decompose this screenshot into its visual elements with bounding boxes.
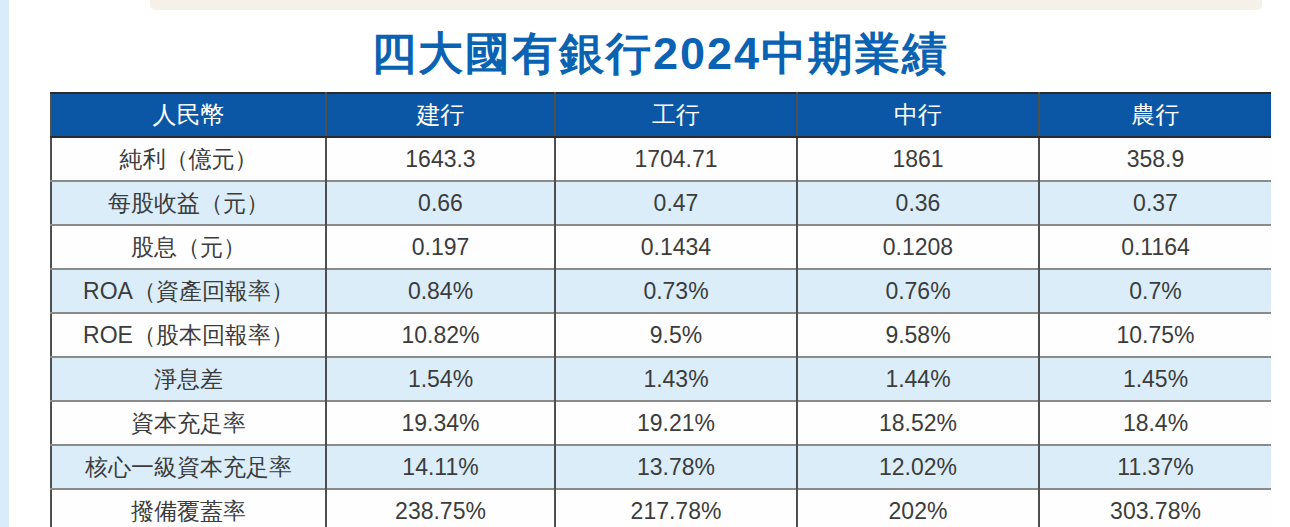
- value-cell: 0.73%: [555, 269, 797, 313]
- value-cell: 18.4%: [1039, 401, 1271, 445]
- row-label-cell: 資本充足率: [51, 401, 326, 445]
- value-cell: 0.1208: [797, 225, 1039, 269]
- table-row-car: 資本充足率 19.34% 19.21% 18.52% 18.4%: [51, 401, 1271, 445]
- value-cell: 0.37: [1039, 181, 1271, 225]
- value-cell: 1.44%: [797, 357, 1039, 401]
- row-label-cell: 每股收益（元）: [51, 181, 326, 225]
- row-label-cell: 純利（億元）: [51, 137, 326, 181]
- top-photo-edge-strip: [150, 0, 1262, 10]
- column-header-currency: 人民幣: [51, 93, 326, 137]
- row-label-cell: 股息（元）: [51, 225, 326, 269]
- value-cell: 217.78%: [555, 489, 797, 527]
- value-cell: 0.197: [326, 225, 555, 269]
- value-cell: 11.37%: [1039, 445, 1271, 489]
- row-label-cell: ROA（資產回報率）: [51, 269, 326, 313]
- value-cell: 1861: [797, 137, 1039, 181]
- value-cell: 18.52%: [797, 401, 1039, 445]
- value-cell: 0.66: [326, 181, 555, 225]
- value-cell: 202%: [797, 489, 1039, 527]
- value-cell: 14.11%: [326, 445, 555, 489]
- value-cell: 10.82%: [326, 313, 555, 357]
- table-header-row: 人民幣 建行 工行 中行 農行: [51, 93, 1271, 137]
- row-label-cell: ROE（股本回報率）: [51, 313, 326, 357]
- table-row-net-profit: 純利（億元） 1643.3 1704.71 1861 358.9: [51, 137, 1271, 181]
- column-header-ccb: 建行: [326, 93, 555, 137]
- value-cell: 0.36: [797, 181, 1039, 225]
- table-row-roa: ROA（資產回報率） 0.84% 0.73% 0.76% 0.7%: [51, 269, 1271, 313]
- value-cell: 0.47: [555, 181, 797, 225]
- value-cell: 0.84%: [326, 269, 555, 313]
- value-cell: 238.75%: [326, 489, 555, 527]
- table-row-dividend: 股息（元） 0.197 0.1434 0.1208 0.1164: [51, 225, 1271, 269]
- value-cell: 13.78%: [555, 445, 797, 489]
- column-header-boc: 中行: [797, 93, 1039, 137]
- row-label-cell: 核心一級資本充足率: [51, 445, 326, 489]
- value-cell: 358.9: [1039, 137, 1271, 181]
- value-cell: 9.58%: [797, 313, 1039, 357]
- column-header-icbc: 工行: [555, 93, 797, 137]
- left-edge-strip: [0, 0, 9, 527]
- value-cell: 12.02%: [797, 445, 1039, 489]
- value-cell: 303.78%: [1039, 489, 1271, 527]
- value-cell: 1704.71: [555, 137, 797, 181]
- value-cell: 1.45%: [1039, 357, 1271, 401]
- value-cell: 1.43%: [555, 357, 797, 401]
- table-row-provision-coverage: 撥備覆蓋率 238.75% 217.78% 202% 303.78%: [51, 489, 1271, 527]
- table-row-roe: ROE（股本回報率） 10.82% 9.5% 9.58% 10.75%: [51, 313, 1271, 357]
- table-row-cet1: 核心一級資本充足率 14.11% 13.78% 12.02% 11.37%: [51, 445, 1271, 489]
- value-cell: 1643.3: [326, 137, 555, 181]
- value-cell: 0.76%: [797, 269, 1039, 313]
- value-cell: 19.34%: [326, 401, 555, 445]
- value-cell: 0.1434: [555, 225, 797, 269]
- value-cell: 10.75%: [1039, 313, 1271, 357]
- value-cell: 9.5%: [555, 313, 797, 357]
- bank-results-table: 人民幣 建行 工行 中行 農行 純利（億元） 1643.3 1704.71 18…: [50, 92, 1271, 527]
- value-cell: 19.21%: [555, 401, 797, 445]
- row-label-cell: 撥備覆蓋率: [51, 489, 326, 527]
- page-title: 四大國有銀行2024中期業績: [50, 24, 1270, 84]
- table-row-nim: 淨息差 1.54% 1.43% 1.44% 1.45%: [51, 357, 1271, 401]
- value-cell: 0.1164: [1039, 225, 1271, 269]
- table-row-eps: 每股收益（元） 0.66 0.47 0.36 0.37: [51, 181, 1271, 225]
- column-header-abc: 農行: [1039, 93, 1271, 137]
- value-cell: 0.7%: [1039, 269, 1271, 313]
- row-label-cell: 淨息差: [51, 357, 326, 401]
- value-cell: 1.54%: [326, 357, 555, 401]
